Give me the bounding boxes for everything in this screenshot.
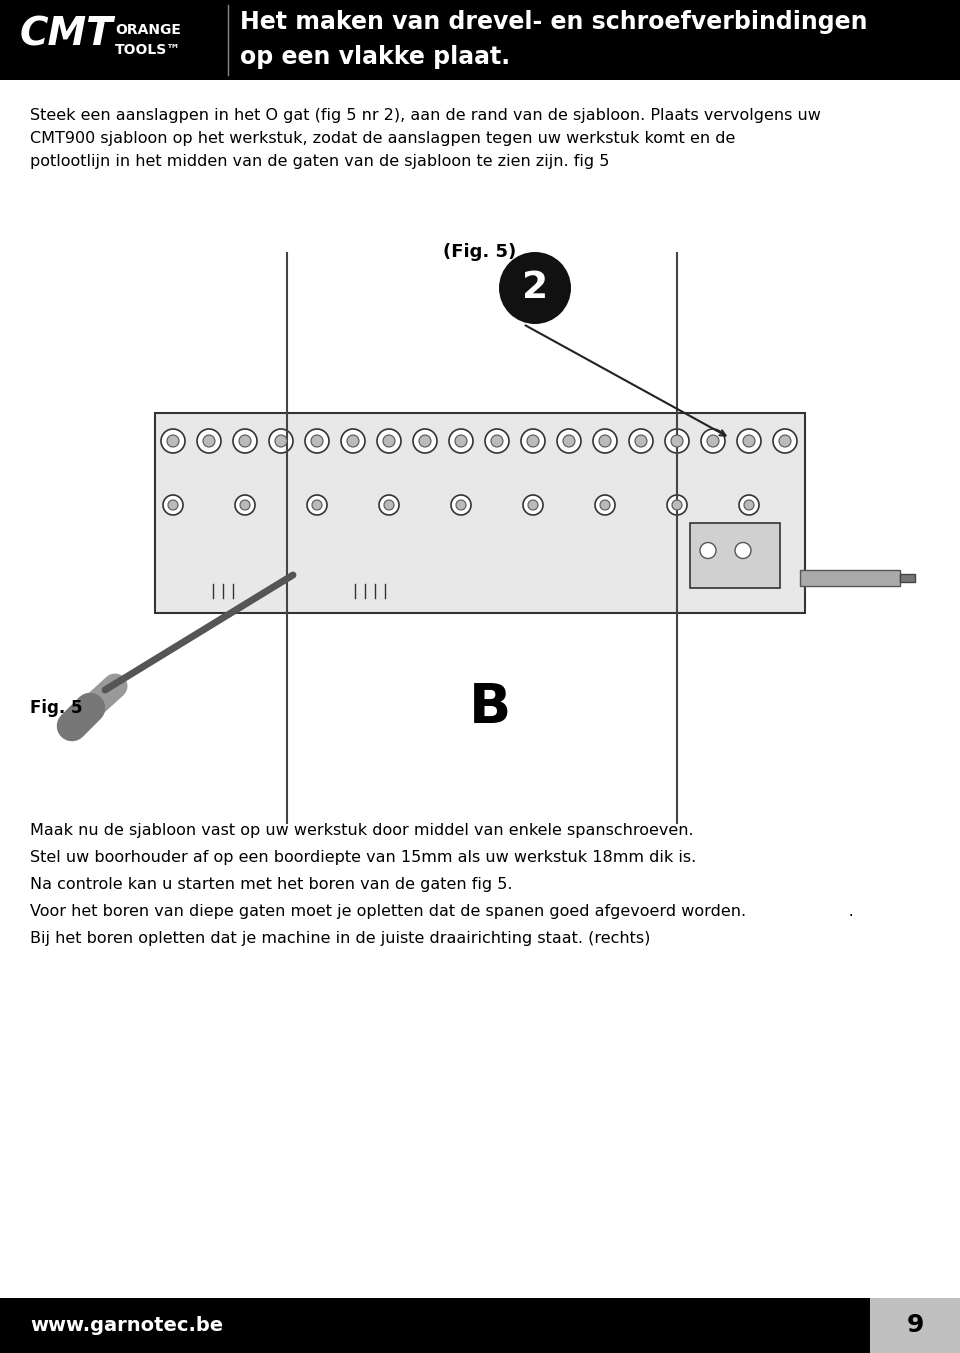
- Circle shape: [593, 429, 617, 453]
- Circle shape: [665, 429, 689, 453]
- Circle shape: [312, 501, 322, 510]
- Text: CMT: CMT: [20, 16, 113, 54]
- Circle shape: [671, 436, 683, 446]
- Bar: [800, 570, 900, 586]
- Circle shape: [161, 429, 185, 453]
- Bar: [0, 0, 960, 80]
- Circle shape: [305, 429, 329, 453]
- Circle shape: [451, 495, 471, 515]
- Text: (Fig. 5): (Fig. 5): [444, 244, 516, 261]
- Circle shape: [599, 436, 611, 446]
- Circle shape: [491, 436, 503, 446]
- Text: www.garnotec.be: www.garnotec.be: [30, 1316, 223, 1335]
- Circle shape: [779, 436, 791, 446]
- Circle shape: [629, 429, 653, 453]
- Circle shape: [739, 495, 759, 515]
- Bar: [870, 1298, 960, 1353]
- Text: 2: 2: [522, 271, 548, 306]
- Bar: [0, 1298, 870, 1353]
- Bar: [155, 413, 805, 613]
- Text: ORANGE: ORANGE: [115, 23, 180, 37]
- Circle shape: [744, 501, 754, 510]
- Circle shape: [735, 543, 751, 559]
- Circle shape: [235, 495, 255, 515]
- Circle shape: [307, 495, 327, 515]
- Circle shape: [203, 436, 215, 446]
- Circle shape: [528, 501, 538, 510]
- Text: Stel uw boorhouder af op een boordiepte van 15mm als uw werkstuk 18mm dik is.: Stel uw boorhouder af op een boordiepte …: [30, 850, 696, 865]
- Circle shape: [707, 436, 719, 446]
- Circle shape: [672, 501, 682, 510]
- Circle shape: [557, 429, 581, 453]
- Circle shape: [449, 429, 473, 453]
- Circle shape: [737, 429, 761, 453]
- Circle shape: [240, 501, 250, 510]
- Circle shape: [600, 501, 610, 510]
- Bar: [900, 574, 915, 582]
- Circle shape: [743, 436, 755, 446]
- Circle shape: [521, 429, 545, 453]
- Text: op een vlakke plaat.: op een vlakke plaat.: [240, 45, 510, 69]
- Circle shape: [341, 429, 365, 453]
- Circle shape: [701, 429, 725, 453]
- Circle shape: [527, 436, 539, 446]
- Circle shape: [667, 495, 687, 515]
- Circle shape: [456, 501, 466, 510]
- Circle shape: [700, 543, 716, 559]
- Circle shape: [239, 436, 251, 446]
- Text: Voor het boren van diepe gaten moet je opletten dat de spanen goed afgevoerd wor: Voor het boren van diepe gaten moet je o…: [30, 904, 853, 919]
- Circle shape: [455, 436, 467, 446]
- Circle shape: [167, 436, 179, 446]
- Text: Het maken van drevel- en schroefverbindingen: Het maken van drevel- en schroefverbindi…: [240, 9, 868, 34]
- Circle shape: [499, 252, 571, 323]
- Text: TOOLS™: TOOLS™: [115, 43, 181, 57]
- Circle shape: [197, 429, 221, 453]
- Text: Maak nu de sjabloon vast op uw werkstuk door middel van enkele spanschroeven.: Maak nu de sjabloon vast op uw werkstuk …: [30, 823, 694, 838]
- Circle shape: [163, 495, 183, 515]
- Circle shape: [485, 429, 509, 453]
- Circle shape: [563, 436, 575, 446]
- Circle shape: [635, 436, 647, 446]
- Circle shape: [311, 436, 323, 446]
- Text: Steek een aanslagpen in het O gat (fig 5 nr 2), aan de rand van de sjabloon. Pla: Steek een aanslagpen in het O gat (fig 5…: [30, 108, 821, 169]
- Circle shape: [595, 495, 615, 515]
- Circle shape: [168, 501, 178, 510]
- Text: Fig. 5: Fig. 5: [30, 700, 83, 717]
- Bar: [690, 524, 780, 589]
- Circle shape: [383, 436, 395, 446]
- Circle shape: [233, 429, 257, 453]
- Circle shape: [269, 429, 293, 453]
- Circle shape: [419, 436, 431, 446]
- Circle shape: [347, 436, 359, 446]
- Text: 9: 9: [906, 1314, 924, 1338]
- Text: Na controle kan u starten met het boren van de gaten fig 5.: Na controle kan u starten met het boren …: [30, 877, 513, 892]
- Text: Bij het boren opletten dat je machine in de juiste draairichting staat. (rechts): Bij het boren opletten dat je machine in…: [30, 931, 650, 946]
- Text: B: B: [468, 681, 511, 735]
- Circle shape: [413, 429, 437, 453]
- Circle shape: [773, 429, 797, 453]
- Circle shape: [384, 501, 394, 510]
- Circle shape: [523, 495, 543, 515]
- Circle shape: [379, 495, 399, 515]
- Circle shape: [275, 436, 287, 446]
- Circle shape: [377, 429, 401, 453]
